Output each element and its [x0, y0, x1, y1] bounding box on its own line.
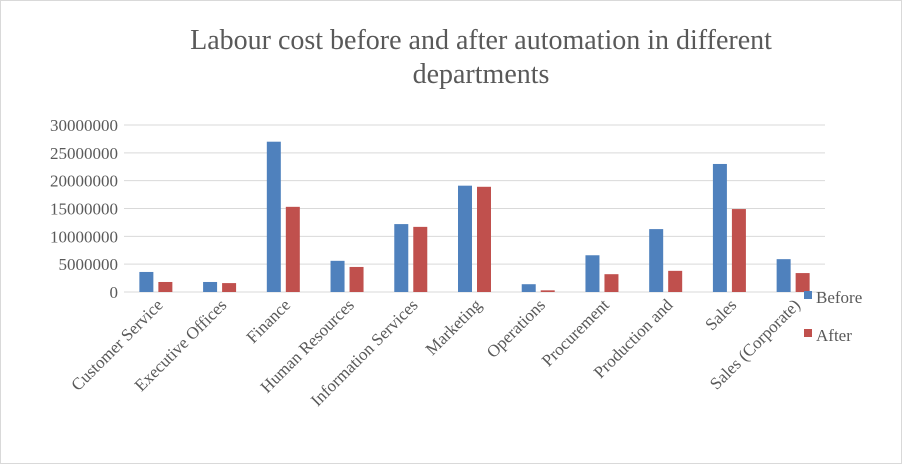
bar-after [604, 274, 619, 292]
bar-after [477, 186, 491, 292]
y-tick-label: 15000000 [50, 200, 118, 219]
bar-after [285, 206, 300, 292]
y-tick-label: 10000000 [50, 227, 118, 246]
bar-before [585, 255, 600, 292]
bar-before [521, 284, 536, 292]
bar-before [330, 260, 345, 292]
legend-swatch-after [804, 329, 812, 337]
bar-before [712, 163, 727, 292]
legend-label-after: After [816, 326, 852, 345]
bar-after [668, 270, 683, 292]
bar-after [222, 283, 237, 292]
y-tick-label: 5000000 [59, 255, 119, 274]
bars [139, 141, 810, 292]
y-tick-label: 0 [110, 283, 119, 302]
y-tick-label: 30000000 [50, 116, 118, 135]
bar-after [158, 281, 173, 292]
legend-swatch-before [804, 291, 812, 299]
bar-before [649, 229, 664, 292]
bar-after [540, 290, 555, 292]
bar-before [776, 259, 791, 292]
bar-after [349, 266, 364, 292]
bar-after [795, 273, 810, 292]
y-tick-label: 20000000 [50, 172, 118, 191]
bar-after [731, 209, 746, 292]
x-tick-label: Sales [701, 295, 740, 334]
legend-label-before: Before [816, 288, 862, 307]
bar-before [458, 185, 472, 292]
bar-before [139, 271, 154, 292]
bar-before [203, 281, 218, 292]
x-tick-label: Information Services [307, 295, 422, 410]
bar-before [394, 224, 409, 292]
legend: Before After [804, 288, 862, 345]
x-tick-label: Finance [243, 295, 294, 346]
x-tick-label: Marketing [422, 295, 486, 359]
y-tick-label: 25000000 [50, 144, 118, 163]
x-tick-label: Operations [483, 295, 549, 361]
bar-after [413, 226, 428, 292]
gridlines [124, 124, 825, 293]
bar-before [266, 141, 281, 292]
y-axis-ticks: 0 5000000 10000000 15000000 20000000 25000000… [50, 116, 118, 302]
chart-title-line-2: departments [413, 59, 550, 90]
chart-title-line-1: Labour cost before and after automation … [190, 25, 772, 56]
